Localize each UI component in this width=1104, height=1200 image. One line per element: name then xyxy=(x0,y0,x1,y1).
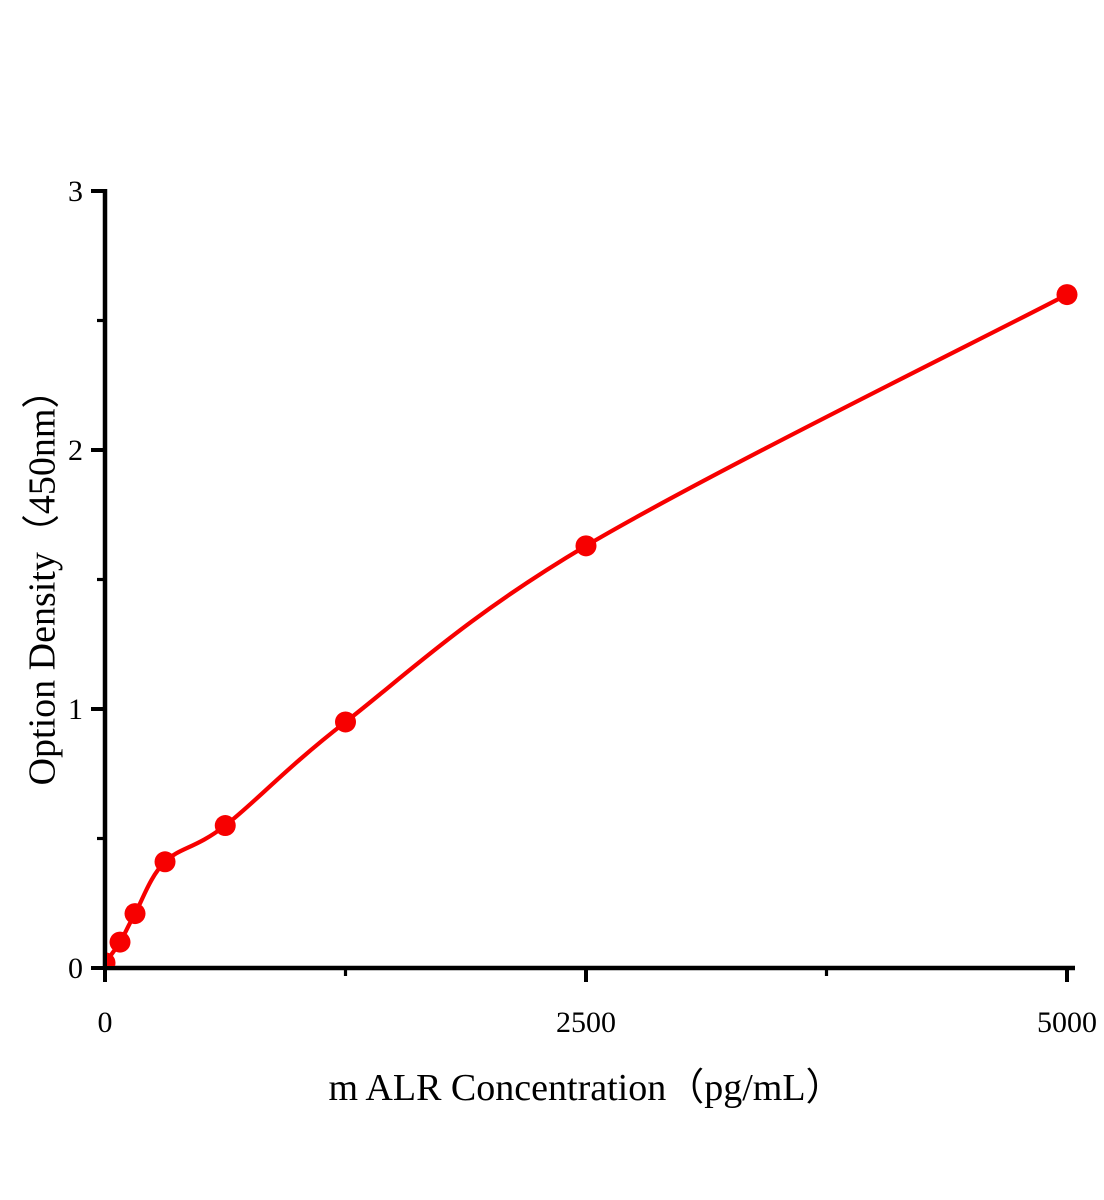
data-point-marker xyxy=(575,535,597,557)
x-tick-label: 0 xyxy=(98,1006,113,1039)
y-axis-title: Option Density（450nm） xyxy=(21,370,64,786)
x-axis-title: m ALR Concentration（pg/mL） xyxy=(328,1067,844,1109)
data-point-marker xyxy=(335,711,356,733)
y-tick-label: 3 xyxy=(68,175,83,208)
data-point-marker xyxy=(107,952,116,966)
data-point-marker xyxy=(124,903,146,925)
y-tick-label: 2 xyxy=(68,434,83,467)
data-point-marker xyxy=(214,815,236,837)
standard-curve-line xyxy=(107,292,1070,964)
y-tick-label: 0 xyxy=(68,952,83,985)
data-point-marker xyxy=(154,851,176,873)
x-tick-label: 5000 xyxy=(1037,1006,1097,1039)
data-point-marker xyxy=(109,931,131,953)
x-tick-label: 2500 xyxy=(556,1006,616,1039)
series-group xyxy=(107,284,1078,966)
y-tick-label: 1 xyxy=(68,693,83,726)
data-point-marker xyxy=(1056,284,1078,306)
